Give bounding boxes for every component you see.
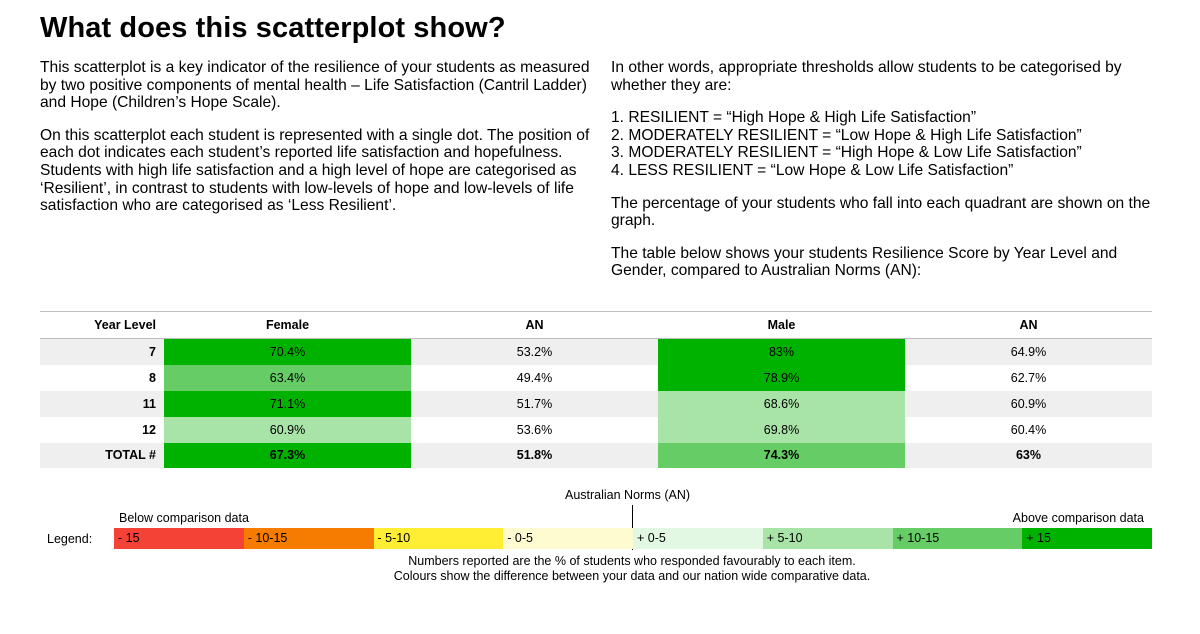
categories-intro: In other words, appropriate thresholds a… bbox=[611, 59, 1122, 94]
quadrant-percentage-text: The percentage of your students who fall… bbox=[611, 194, 1151, 230]
male-score-cell: 78.9% bbox=[658, 364, 905, 391]
below-comparison-label: Below comparison data bbox=[119, 511, 249, 525]
legend-label: Legend: bbox=[47, 532, 93, 546]
intro-left-column: This scatterplot is a key indicator of t… bbox=[40, 59, 595, 230]
resilience-score-table: Year Level Female AN Male AN 7 70.4% 53.… bbox=[40, 311, 1152, 469]
header-female: Female bbox=[164, 311, 411, 339]
male-score-cell: 69.8% bbox=[658, 416, 905, 443]
an-female-cell: 53.6% bbox=[516, 422, 553, 437]
australian-norms-label: Australian Norms (AN) bbox=[565, 488, 691, 502]
year-level-cell: 7 bbox=[40, 338, 164, 365]
table-row: 8 63.4% 49.4% 78.9% 62.7% bbox=[40, 364, 1152, 391]
header-an-male: AN bbox=[905, 311, 1152, 339]
year-level-cell: 8 bbox=[149, 370, 156, 385]
category-item: 3. MODERATELY RESILIENT = “High Hope & L… bbox=[611, 144, 1082, 162]
header-an-female: AN bbox=[411, 311, 658, 339]
female-total-cell: 67.3% bbox=[164, 442, 411, 469]
header-year-level: Year Level bbox=[40, 311, 164, 339]
intro-paragraph-1: This scatterplot is a key indicator of t… bbox=[40, 59, 590, 112]
page-title: What does this scatterplot show? bbox=[40, 12, 506, 44]
table-row: 11 71.1% 51.7% 68.6% 60.9% bbox=[40, 390, 1152, 417]
color-legend-bar: - 15 - 10-15 - 5-10 - 0-5 + 0-5 + 5-10 +… bbox=[114, 528, 1152, 549]
categories-list: 1. RESILIENT = “High Hope & High Life Sa… bbox=[611, 109, 1161, 179]
table-total-row: TOTAL # 67.3% 51.8% 74.3% 63% bbox=[40, 442, 1152, 469]
female-score-cell: 71.1% bbox=[164, 390, 411, 417]
intro-paragraph-2: On this scatterplot each student is repr… bbox=[40, 126, 590, 215]
legend-segment: + 5-10 bbox=[762, 528, 893, 549]
an-female-cell: 49.4% bbox=[516, 370, 553, 385]
legend-segment: + 0-5 bbox=[633, 528, 763, 549]
an-male-total-cell: 63% bbox=[905, 442, 1152, 469]
an-female-cell: 53.2% bbox=[411, 338, 658, 365]
legend-segment: - 10-15 bbox=[243, 528, 374, 549]
legend-note-line-1: Numbers reported are the % of students w… bbox=[408, 554, 856, 568]
table-row: 12 60.9% 53.6% 69.8% 60.4% bbox=[40, 416, 1152, 443]
legend-segment: - 15 bbox=[114, 528, 244, 549]
year-level-cell: 12 bbox=[142, 422, 156, 437]
legend-segment: - 0-5 bbox=[503, 528, 633, 549]
female-score-cell: 70.4% bbox=[164, 338, 411, 365]
category-item: 1. RESILIENT = “High Hope & High Life Sa… bbox=[611, 109, 977, 127]
female-score-cell: 63.4% bbox=[164, 364, 411, 391]
male-total-cell: 74.3% bbox=[658, 442, 905, 469]
an-male-cell: 60.4% bbox=[1010, 422, 1047, 437]
an-male-cell: 64.9% bbox=[905, 338, 1152, 365]
an-male-cell: 60.9% bbox=[905, 390, 1152, 417]
category-item: 4. LESS RESILIENT = “Low Hope & Low Life… bbox=[611, 161, 1014, 179]
legend-note-line-2: Colours show the difference between your… bbox=[393, 569, 871, 583]
female-score-cell: 60.9% bbox=[164, 416, 411, 443]
header-male: Male bbox=[658, 311, 905, 339]
an-female-cell: 51.7% bbox=[411, 390, 658, 417]
legend-segment: + 15 bbox=[1022, 528, 1152, 549]
table-row: 7 70.4% 53.2% 83% 64.9% bbox=[40, 338, 1152, 365]
table-header-row: Year Level Female AN Male AN bbox=[40, 311, 1152, 339]
an-male-cell: 62.7% bbox=[1010, 370, 1047, 385]
above-comparison-label: Above comparison data bbox=[1012, 511, 1144, 525]
norm-divider-line bbox=[632, 505, 633, 550]
male-score-cell: 68.6% bbox=[658, 390, 905, 417]
legend-note: Numbers reported are the % of students w… bbox=[0, 554, 1200, 584]
total-label-cell: TOTAL # bbox=[40, 442, 164, 469]
category-item: 2. MODERATELY RESILIENT = “Low Hope & Hi… bbox=[611, 126, 1082, 144]
an-female-total-cell: 51.8% bbox=[411, 442, 658, 469]
year-level-cell: 11 bbox=[40, 390, 164, 417]
table-intro-text: The table below shows your students Resi… bbox=[611, 244, 1118, 280]
legend-segment: - 5-10 bbox=[373, 528, 504, 549]
male-score-cell: 83% bbox=[658, 338, 905, 365]
intro-right-column: In other words, appropriate thresholds a… bbox=[611, 59, 1161, 280]
legend-segment: + 10-15 bbox=[892, 528, 1023, 549]
